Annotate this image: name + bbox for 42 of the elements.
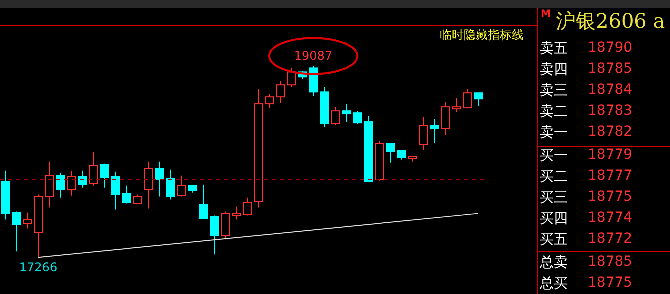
text: 18774: [588, 210, 633, 226]
text: 卖四: [540, 61, 568, 79]
text: 总买: [540, 275, 568, 293]
text: 临时隐藏指标线: [440, 27, 524, 44]
text: 18782: [588, 124, 633, 140]
text: 18772: [588, 231, 633, 247]
text: 买二: [540, 168, 568, 186]
text: 沪银2606 a: [556, 8, 666, 35]
text: 18777: [588, 168, 633, 184]
text: 卖五: [540, 40, 568, 58]
candlestick: [67, 170, 76, 196]
candlestick: [441, 102, 450, 136]
candlestick: [144, 161, 153, 210]
text: 18783: [588, 103, 633, 119]
text: 卖三: [540, 82, 568, 100]
text: 18775: [588, 275, 633, 291]
candlestick: [1, 170, 10, 220]
text: 18775: [588, 189, 633, 205]
annotation: 17266: [19, 260, 58, 275]
candlestick: [243, 197, 252, 216]
text: 买一: [540, 147, 568, 165]
candlestick: [111, 171, 120, 210]
candlestick: [23, 212, 32, 230]
text: 18784: [588, 82, 633, 98]
annotation: 19087: [294, 49, 333, 64]
text: 总卖: [540, 254, 568, 272]
text: M: [541, 9, 551, 20]
text: 卖一: [540, 124, 568, 142]
text: 买三: [540, 189, 568, 207]
candlestick: [430, 118, 439, 144]
candlestick: [155, 161, 164, 198]
text: 买四: [540, 210, 568, 228]
text: 18779: [588, 147, 633, 163]
candlestick: [45, 161, 54, 208]
text: 18790: [588, 40, 633, 56]
candlestick: [254, 88, 263, 208]
text: 18785: [588, 61, 633, 77]
text: 卖二: [540, 103, 568, 121]
candlestick: [419, 116, 428, 150]
candlestick: [342, 104, 351, 123]
text: 买五: [540, 231, 568, 249]
text: 18785: [588, 254, 633, 270]
